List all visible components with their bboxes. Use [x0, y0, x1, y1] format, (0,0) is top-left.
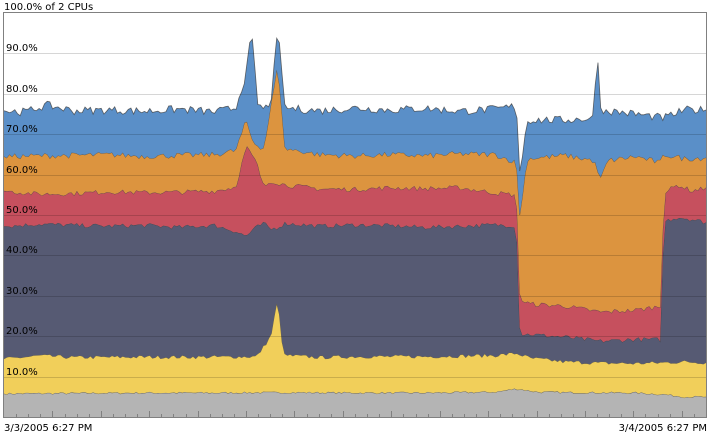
- y-tick-label-1: 20.0%: [6, 326, 38, 337]
- series-area-5: [4, 38, 706, 215]
- y-tick-label-5: 60.0%: [6, 165, 38, 176]
- y-tick-labels: 10.0% 20.0% 30.0% 40.0% 50.0% 60.0% 70.0% 80.0%…: [6, 43, 38, 378]
- stacked-areas: [3, 36, 707, 417]
- x-ticks: [16, 411, 695, 417]
- y-tick-label-3: 40.0%: [6, 245, 38, 256]
- y-tick-label-6: 70.0%: [6, 124, 38, 135]
- series-outline-5: [3, 36, 707, 172]
- gridlines: [4, 53, 706, 378]
- x-start-label: 3/3/2005 6:27 PM: [4, 423, 92, 434]
- y-tick-label-2: 30.0%: [6, 286, 38, 297]
- series-area-1: [4, 303, 706, 398]
- x-end-label: 3/4/2005 6:27 PM: [619, 423, 707, 434]
- series-area-0: [4, 388, 706, 417]
- series-area-4: [4, 69, 706, 313]
- y-tick-label-4: 50.0%: [6, 205, 38, 216]
- series-area-2: [4, 218, 706, 365]
- y-tick-label-8: 90.0%: [6, 43, 38, 54]
- chart-title: 100.0% of 2 CPUs: [4, 2, 93, 13]
- y-tick-label-0: 10.0%: [6, 367, 38, 378]
- series-area-3: [4, 146, 706, 343]
- y-tick-label-7: 80.0%: [6, 84, 38, 95]
